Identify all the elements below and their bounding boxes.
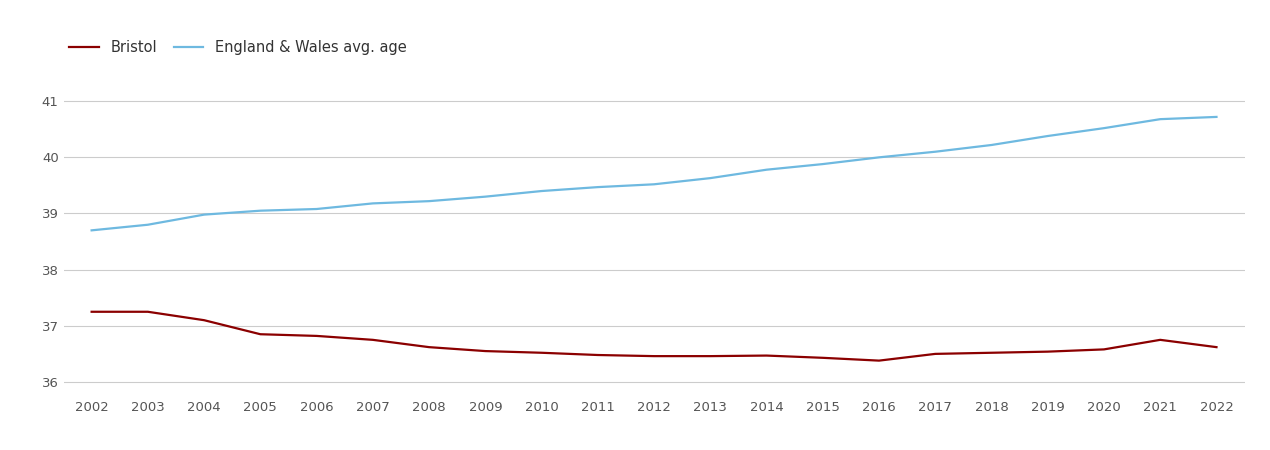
England & Wales avg. age — [927, 149, 942, 154]
England & Wales avg. age — [140, 222, 155, 227]
Bristol — [927, 351, 942, 356]
England & Wales avg. age — [815, 162, 831, 167]
Bristol — [871, 358, 886, 363]
England & Wales avg. age — [84, 228, 99, 233]
Bristol — [984, 350, 999, 356]
England & Wales avg. age — [366, 201, 381, 206]
England & Wales avg. age — [984, 142, 999, 148]
England & Wales avg. age — [253, 208, 268, 213]
England & Wales avg. age — [1153, 117, 1168, 122]
Bristol — [759, 353, 775, 358]
England & Wales avg. age — [478, 194, 493, 199]
England & Wales avg. age — [1209, 114, 1224, 120]
Bristol — [1153, 337, 1168, 342]
Bristol — [702, 353, 718, 359]
England & Wales avg. age — [1096, 126, 1111, 131]
Line: England & Wales avg. age: England & Wales avg. age — [91, 117, 1217, 230]
Bristol — [84, 309, 99, 315]
Bristol — [309, 333, 324, 338]
England & Wales avg. age — [759, 167, 775, 172]
Bristol — [253, 332, 268, 337]
Bristol — [140, 309, 155, 315]
Bristol — [478, 348, 493, 354]
England & Wales avg. age — [646, 182, 662, 187]
England & Wales avg. age — [591, 184, 606, 190]
England & Wales avg. age — [871, 155, 886, 160]
Bristol — [533, 350, 549, 356]
Bristol — [1040, 349, 1055, 354]
Bristol — [1209, 344, 1224, 350]
England & Wales avg. age — [1040, 133, 1055, 139]
Bristol — [197, 318, 212, 323]
Bristol — [422, 344, 437, 350]
Legend: Bristol, England & Wales avg. age: Bristol, England & Wales avg. age — [64, 34, 413, 61]
England & Wales avg. age — [422, 198, 437, 204]
Bristol — [646, 353, 662, 359]
England & Wales avg. age — [702, 176, 718, 181]
England & Wales avg. age — [533, 189, 549, 194]
Line: Bristol: Bristol — [91, 312, 1217, 360]
Bristol — [1096, 346, 1111, 352]
England & Wales avg. age — [309, 206, 324, 211]
Bristol — [366, 337, 381, 342]
England & Wales avg. age — [197, 212, 212, 217]
Bristol — [591, 352, 606, 358]
Bristol — [815, 355, 831, 360]
